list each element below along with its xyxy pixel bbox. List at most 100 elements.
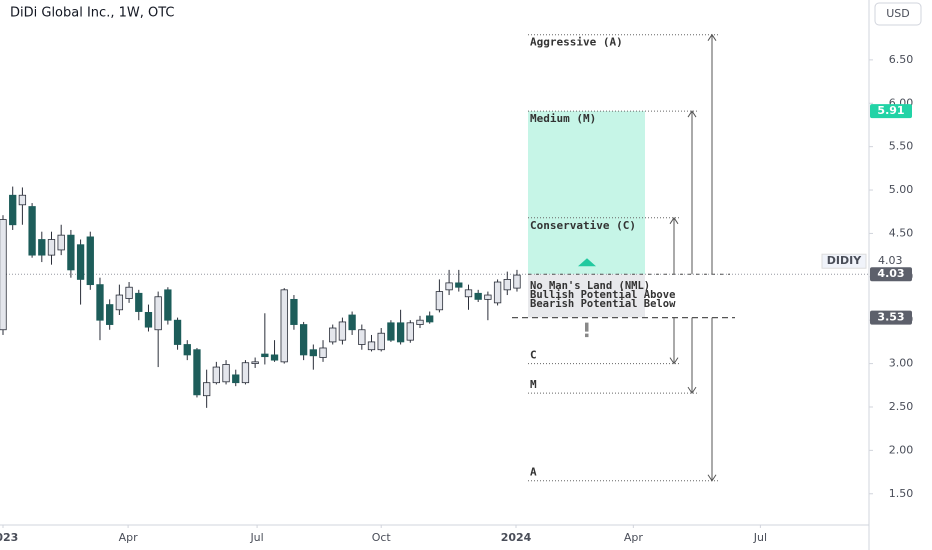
warn-dot <box>585 333 589 338</box>
symbol-box <box>821 253 867 269</box>
candle-body <box>232 374 240 384</box>
y-tick-label: 2.00 <box>889 443 914 456</box>
candle-body <box>426 315 434 323</box>
target-label: M <box>530 378 537 391</box>
candle-body <box>67 234 75 271</box>
symbol-price: 4.03 <box>878 254 903 267</box>
x-tick-label: Apr <box>624 531 644 544</box>
price-label: 5.91 <box>877 104 904 117</box>
candle-body <box>125 286 133 299</box>
candle-body <box>329 327 337 343</box>
price-label-box <box>870 310 912 325</box>
candle-body <box>406 322 414 341</box>
candle-body <box>299 324 308 356</box>
candle-body <box>86 236 94 286</box>
target-zone <box>528 111 645 275</box>
up-marker <box>578 258 596 267</box>
candle-body <box>455 282 463 288</box>
y-tick-label: 2.50 <box>889 400 914 413</box>
candle-body <box>76 244 85 280</box>
x-tick-label: Oct <box>372 531 392 544</box>
candle-body <box>38 239 46 256</box>
candle-body <box>183 344 191 356</box>
candle-body <box>319 347 327 358</box>
candle-body <box>96 284 104 321</box>
candle-body <box>106 304 114 325</box>
plot: 1.502.002.503.003.504.004.505.005.506.00… <box>0 33 914 544</box>
candle-body <box>435 291 444 311</box>
candle-body <box>222 364 230 383</box>
candle-body <box>173 319 182 345</box>
candle-body <box>144 311 153 328</box>
nml-text: Bullish Potential Above <box>530 289 675 301</box>
currency-button[interactable] <box>874 2 922 26</box>
target-arrow-head <box>669 357 679 365</box>
candle-body <box>212 366 221 384</box>
target-label: A <box>530 466 537 479</box>
x-tick-label: 2023 <box>0 531 18 544</box>
candle-body <box>135 292 143 312</box>
nml-text: Bearish Potential Below <box>530 298 676 310</box>
candle-body <box>57 234 65 251</box>
candle-body <box>47 239 56 256</box>
price-label-box <box>870 104 912 119</box>
candle-body <box>396 322 405 343</box>
target-arrow-head <box>687 110 697 118</box>
candle-body <box>28 206 36 256</box>
candle-body <box>493 281 502 304</box>
x-tick-label: 2024 <box>501 531 532 544</box>
target-label: C <box>530 349 537 362</box>
candle-body <box>445 282 453 291</box>
y-tick-label: 6.50 <box>889 53 914 66</box>
warn-mark <box>585 322 589 332</box>
candle-body <box>309 349 317 357</box>
candle-body <box>367 341 376 351</box>
candle-body <box>18 194 27 206</box>
candle-body <box>484 294 492 300</box>
candle-body <box>358 329 366 345</box>
candle-body <box>387 322 395 341</box>
candle-body <box>193 349 201 396</box>
price-label-box <box>870 267 912 282</box>
candle-body <box>474 292 482 300</box>
price-label: 3.53 <box>877 311 904 324</box>
chart-title: DiDi Global Inc., 1W, OTC <box>10 6 174 21</box>
candle-body <box>241 362 250 384</box>
nml-text: No Man's Land (NML) <box>530 280 650 292</box>
target-arrow-head <box>707 474 717 482</box>
target-label: Aggressive (A) <box>530 36 623 49</box>
candle-body <box>348 314 356 331</box>
target-label: Conservative (C) <box>530 219 636 232</box>
y-tick-label: 1.50 <box>889 487 914 500</box>
target-arrow-head <box>687 386 697 395</box>
x-tick-label: Apr <box>119 531 139 544</box>
target-arrow-head <box>669 216 679 225</box>
candle-body <box>513 274 521 289</box>
candle-body <box>503 279 511 291</box>
candle-body <box>9 194 17 226</box>
symbol: DIDIY <box>827 254 862 267</box>
candle-body <box>280 289 288 363</box>
target-label: Medium (M) <box>530 112 596 125</box>
candle-body <box>261 353 269 358</box>
candle-body <box>270 354 279 361</box>
candle-body <box>464 289 473 298</box>
target-arrow-head <box>707 33 717 41</box>
candle-body <box>338 321 347 341</box>
candle-body <box>164 289 172 321</box>
y-tick-label: 4.50 <box>889 226 914 239</box>
candle-body <box>115 294 124 311</box>
candle-body <box>251 361 259 364</box>
candle-body <box>290 298 298 325</box>
candle-body <box>377 332 385 351</box>
y-tick-label: 5.50 <box>889 140 914 153</box>
candle-body <box>203 382 211 397</box>
currency: USD <box>886 7 910 20</box>
price-label: 4.03 <box>877 267 904 280</box>
candle-body <box>154 296 162 331</box>
candle-body <box>0 219 7 331</box>
nml-zone <box>528 274 645 318</box>
candle-body <box>416 319 424 325</box>
y-tick-label: 3.00 <box>889 357 914 370</box>
